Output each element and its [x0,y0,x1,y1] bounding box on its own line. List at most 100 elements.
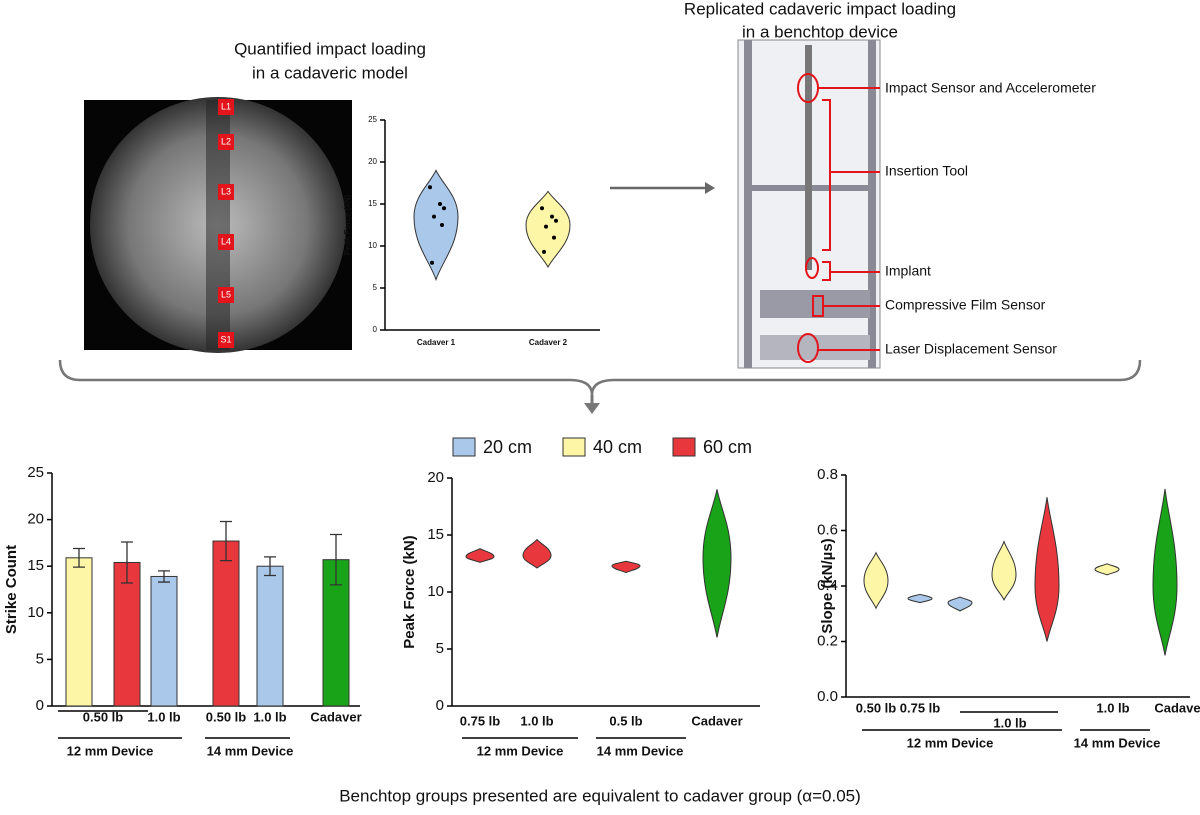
level-label: L2 [221,136,231,146]
arrow-head [705,182,715,194]
bar [65,557,93,707]
group-label: 14 mm Device [207,743,294,758]
x-tick-label: 0.50 lb [206,709,247,724]
y-tick-label: 10 [427,583,444,600]
x-tick-label: Cadaver [1154,700,1200,715]
level-box [218,134,234,150]
x-tick-label: Cadaver [691,713,742,728]
x-tick-label: Cadaver 1 [417,338,456,347]
y-tick-label: 15 [427,526,444,543]
data-point [542,249,546,254]
device-callouts [797,73,880,363]
y-tick-label: 0 [373,325,378,334]
violin [947,596,973,612]
legend-swatch [672,437,696,457]
data-point [554,218,558,223]
y-axis-label: Peak Force (kN) [401,535,418,648]
violin [702,489,732,638]
caption: Benchtop groups presented are equivalent… [339,786,861,805]
violin [465,548,495,563]
violin [611,560,641,574]
x-tick-label: 1.0 lb [147,709,180,724]
y-tick-label: 0.0 [817,688,838,705]
error-bar [73,547,85,568]
x-tick-label: 0.50 lb [83,709,124,724]
group-label: 12 mm Device [477,743,564,758]
data-point [550,214,554,219]
legend-swatch [562,437,586,457]
level-box [218,234,234,250]
violin [413,169,459,282]
error-bar [121,541,133,584]
error-bar [158,570,170,583]
bar [256,565,284,707]
device-rail [868,40,876,368]
level-label: L5 [221,289,231,299]
x-tick-label: 1.0 lb [1096,700,1129,715]
y-tick-label: 5 [36,650,44,667]
y-tick-label: 10 [368,241,377,250]
violin [1152,488,1178,656]
data-point [544,224,548,229]
violin [1094,563,1120,576]
group-label: 14 mm Device [1074,735,1161,750]
x-tick-label: 0.5 lb [609,713,642,728]
y-tick-label: 5 [373,283,378,292]
right-title: in a benchtop device [742,22,898,41]
film-sensor-block [760,290,870,318]
data-point [432,214,436,219]
data-point [552,235,556,240]
bar [113,561,141,707]
y-tick-label: 20 [27,511,44,528]
level-box [218,332,234,348]
y-tick-label: 10 [27,604,44,621]
x-tick-label: 1.0 lb [253,709,286,724]
data-point [540,206,544,211]
legend-label: 40 cm [593,437,642,457]
y-tick-label: 20 [368,157,377,166]
y-tick-label: 0.8 [817,466,838,483]
bar [150,575,178,707]
bar [212,540,240,707]
y-tick-label: 0.4 [817,577,838,594]
group-label: 14 mm Device [597,743,684,758]
device-rail [744,40,752,368]
data-point [428,185,432,190]
group-label: 12 mm Device [907,735,994,750]
level-label: L4 [221,236,231,246]
y-tick-label: 0 [36,697,44,714]
device-label: Implant [885,263,931,279]
group-label: 12 mm Device [67,743,154,758]
data-point [438,202,442,206]
y-tick-label: 15 [368,199,377,208]
level-box [218,184,234,200]
y-tick-label: 0 [436,697,444,714]
y-axis-label: Peak Force (kN) [343,194,352,255]
device-label: Impact Sensor and Accelerometer [885,80,1096,96]
device-label: Compressive Film Sensor [885,297,1046,313]
violin [525,190,571,269]
y-tick-label: 5 [436,640,444,657]
legend-swatch [452,437,476,457]
x-tick-label: 1.0 lb [993,715,1026,730]
level-box [218,99,234,115]
bracket [58,359,1142,396]
error-bar [220,520,232,562]
left-title: Quantified impact loading [234,39,426,58]
x-tick-label: 0.75 lb [460,713,501,728]
level-label: S1 [220,334,231,344]
insertion-tool [805,45,812,270]
y-tick-label: 0.6 [817,521,838,538]
data-point [440,223,444,227]
data-point [442,206,446,211]
right-title: Replicated cadaveric impact loading [684,0,956,18]
y-tick-label: 0.2 [817,632,838,649]
y-axis-label: Slope (kN/µs) [819,538,836,633]
device-label: Insertion Tool [885,163,968,179]
data-point [430,260,434,265]
y-tick-label: 25 [27,464,44,481]
device-label: Laser Displacement Sensor [885,341,1057,357]
legend-label: 60 cm [703,437,752,457]
x-tick-label: Cadaver [310,709,361,724]
